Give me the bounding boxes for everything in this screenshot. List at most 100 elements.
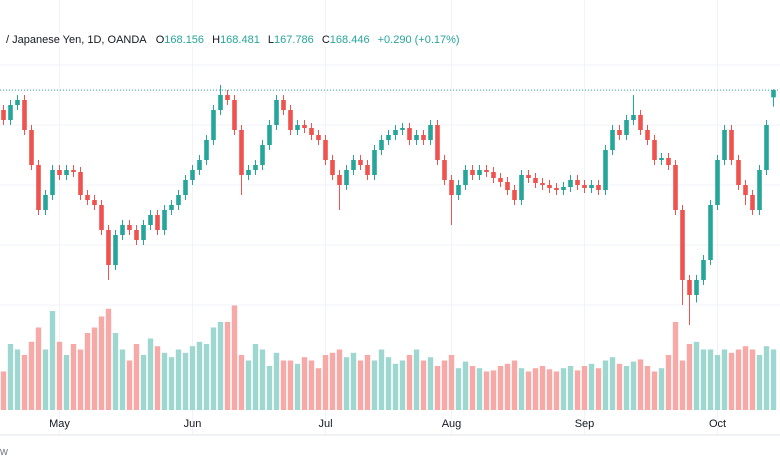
volume-bar bbox=[357, 360, 364, 410]
candle-body bbox=[519, 175, 524, 200]
symbol-title: / Japanese Yen, 1D, OANDA bbox=[6, 34, 147, 46]
candle-body bbox=[204, 140, 209, 160]
candle-body bbox=[428, 125, 433, 140]
x-tick-label: Aug bbox=[442, 418, 462, 430]
ohlc-label: L bbox=[267, 34, 275, 46]
volume-bar bbox=[245, 360, 252, 410]
candle-body bbox=[722, 130, 727, 160]
candle-body bbox=[57, 170, 62, 175]
volume-bar bbox=[560, 368, 567, 410]
candle-body bbox=[309, 128, 314, 135]
volume-bar bbox=[616, 363, 623, 410]
candle-body bbox=[379, 140, 384, 150]
candle-body bbox=[582, 185, 587, 188]
volume-bar bbox=[350, 352, 357, 410]
candle-body bbox=[274, 100, 279, 125]
candle-body bbox=[323, 140, 328, 160]
candle-body bbox=[568, 180, 573, 187]
candle-body bbox=[400, 128, 405, 130]
candle-body bbox=[442, 160, 447, 180]
candle-body bbox=[645, 130, 650, 140]
volume-bar bbox=[280, 360, 287, 410]
volume-bar bbox=[763, 346, 770, 410]
volume-bar bbox=[84, 333, 91, 410]
candle-body bbox=[43, 195, 48, 210]
candle-body bbox=[414, 135, 419, 140]
ohlc-label: O bbox=[155, 34, 165, 46]
candle-body bbox=[253, 165, 258, 170]
volume-bar bbox=[168, 357, 175, 410]
candle-body bbox=[701, 260, 706, 280]
candle-body bbox=[603, 150, 608, 190]
volume-bar bbox=[623, 366, 630, 410]
volume-bar bbox=[147, 338, 154, 410]
candle-body bbox=[386, 135, 391, 140]
candle-body bbox=[295, 125, 300, 130]
volume-bar bbox=[42, 349, 49, 410]
candle-body bbox=[757, 170, 762, 210]
volume-bar bbox=[378, 349, 385, 410]
volume-bar bbox=[742, 346, 749, 410]
candle-body bbox=[547, 185, 552, 188]
volume-bar bbox=[224, 322, 231, 410]
volume-bar bbox=[217, 322, 224, 410]
volume-bar bbox=[231, 305, 238, 410]
candle-body bbox=[134, 230, 139, 240]
change: +0.290 (+0.17%) bbox=[377, 34, 460, 46]
ohlc-label: H bbox=[212, 34, 221, 46]
candle-body bbox=[85, 195, 90, 200]
candle-body bbox=[351, 160, 356, 170]
candle-body bbox=[302, 125, 307, 128]
candle-body bbox=[92, 200, 97, 205]
candle-body bbox=[141, 225, 146, 240]
volume-bar bbox=[371, 360, 378, 410]
volume-bar bbox=[175, 349, 182, 410]
volume-bar bbox=[630, 361, 637, 410]
candle-body bbox=[246, 170, 251, 175]
volume-bar bbox=[315, 368, 322, 410]
candle-body bbox=[729, 130, 734, 160]
volume-bar bbox=[707, 349, 714, 410]
candle-body bbox=[694, 280, 699, 295]
grid bbox=[0, 0, 780, 435]
volume-bar bbox=[756, 355, 763, 410]
candle-body bbox=[197, 160, 202, 170]
volume-bar bbox=[476, 368, 483, 410]
candle-body bbox=[358, 160, 363, 165]
candle-body bbox=[64, 170, 69, 175]
volume-bar bbox=[644, 366, 651, 410]
volume-bar bbox=[273, 352, 280, 410]
volume-bar bbox=[553, 371, 560, 410]
volume-bar bbox=[119, 349, 126, 410]
candle-body bbox=[610, 130, 615, 150]
volume-bar bbox=[700, 349, 707, 410]
candle-body bbox=[337, 175, 342, 185]
volume-bar bbox=[322, 355, 329, 410]
volume-bar bbox=[133, 344, 140, 410]
volume-bar bbox=[588, 363, 595, 410]
volume-bar bbox=[679, 360, 686, 410]
candle-body bbox=[435, 125, 440, 160]
candle-body bbox=[526, 175, 531, 178]
volume-bar bbox=[385, 357, 392, 410]
volume-bar bbox=[413, 349, 420, 410]
volume-bar bbox=[98, 316, 105, 410]
candle-body bbox=[631, 115, 636, 120]
volume-bar bbox=[14, 349, 21, 410]
candle-body bbox=[491, 172, 496, 178]
volume-bar bbox=[329, 352, 336, 410]
candle-body bbox=[771, 90, 776, 98]
volume-bar bbox=[238, 355, 245, 410]
candle-body bbox=[211, 110, 216, 140]
volume-bar bbox=[448, 355, 455, 410]
candle-body bbox=[393, 130, 398, 135]
candle-body bbox=[288, 110, 293, 130]
candle-body bbox=[113, 235, 118, 265]
candle-body bbox=[281, 100, 286, 110]
candle-body bbox=[36, 165, 41, 210]
candle-body bbox=[750, 195, 755, 210]
volume-bar bbox=[7, 344, 14, 410]
volume-bar bbox=[399, 360, 406, 410]
volume-bar bbox=[567, 366, 574, 410]
